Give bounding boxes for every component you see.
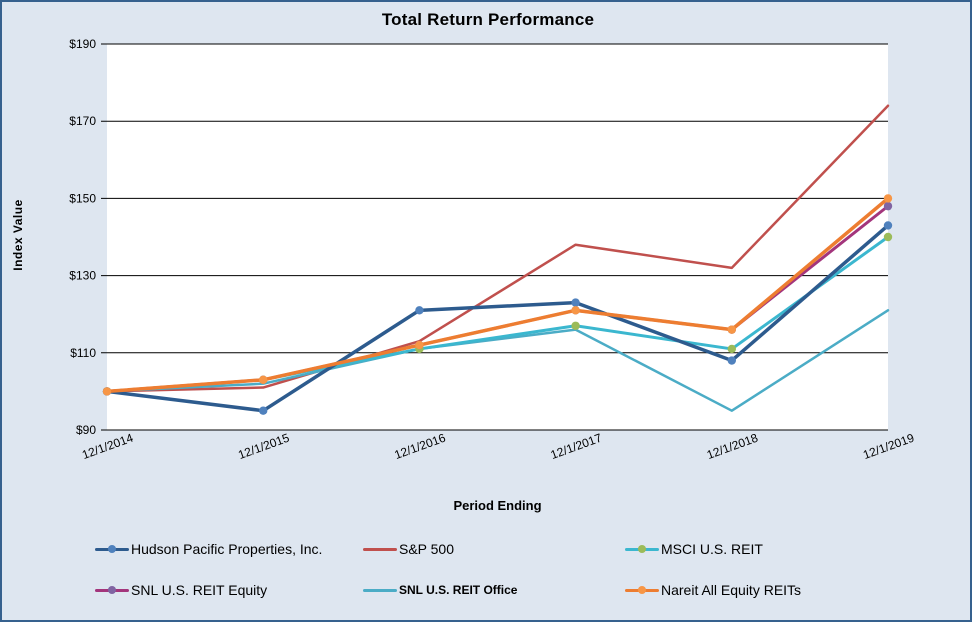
legend: Hudson Pacific Properties, Inc. S&P 500 MS… [95, 538, 881, 601]
y-tick-label: $170 [69, 114, 96, 128]
legend-label-snl-u-s-reit-equity: SNL U.S. REIT Equity [131, 582, 268, 598]
legend-swatch-s-p-500 [363, 544, 397, 554]
series-marker-nareit-all-equity-reits [415, 340, 424, 350]
y-tick-label: $190 [69, 37, 96, 51]
legend-item-snl-u-s-reit-office: SNL U.S. REIT Office [363, 579, 625, 601]
legend-marker-icon [638, 545, 646, 553]
legend-label-s-p-500: S&P 500 [399, 541, 455, 557]
series-line-nareit-all-equity-reits [105, 196, 890, 394]
series-marker-snl-u-s-reit-equity [883, 201, 893, 211]
series-marker-nareit-all-equity-reits [883, 194, 893, 203]
x-tick-label: 12/1/2018 [705, 431, 760, 463]
x-tick-label: 12/1/2017 [549, 431, 604, 463]
legend-item-msci-u-s-reit: MSCI U.S. REIT [625, 538, 881, 560]
legend-label-msci-u-s-reit: MSCI U.S. REIT [661, 541, 763, 557]
series-line-s-p-500 [105, 104, 890, 393]
plot-background [107, 44, 888, 430]
legend-swatch-snl-u-s-reit-office [363, 585, 397, 595]
series-marker-msci-u-s-reit [883, 232, 893, 242]
series-marker-hudson-pacific-properties-inc [571, 298, 580, 307]
legend-swatch-msci-u-s-reit [625, 544, 659, 554]
series-marker-nareit-all-equity-reits [571, 306, 580, 315]
legend-marker-icon [108, 545, 116, 553]
series-marker-msci-u-s-reit [571, 321, 580, 330]
legend-line-icon [363, 588, 397, 592]
chart-title: Total Return Performance [381, 10, 595, 29]
series-marker-hudson-pacific-properties-inc [259, 406, 268, 415]
y-tick-label: $130 [69, 269, 96, 283]
x-tick-label: 12/1/2019 [861, 431, 916, 463]
legend-marker-icon [638, 586, 646, 594]
y-tick-label: $110 [70, 346, 96, 360]
series-marker-nareit-all-equity-reits [102, 387, 112, 396]
legend-marker-icon [108, 586, 116, 594]
x-axis-title: Period Ending [453, 498, 542, 513]
legend-swatch-hudson-pacific-properties-inc [95, 544, 129, 554]
legend-label-snl-u-s-reit-office: SNL U.S. REIT Office [399, 583, 518, 597]
series-marker-hudson-pacific-properties-inc [415, 306, 424, 315]
x-tick-label: 12/1/2016 [392, 431, 447, 463]
legend-swatch-nareit-all-equity-reits [625, 585, 659, 595]
series-marker-msci-u-s-reit [727, 344, 736, 354]
legend-label-hudson-pacific-properties-inc: Hudson Pacific Properties, Inc. [131, 541, 323, 557]
series-line-hudson-pacific-properties-inc [105, 223, 890, 413]
series-marker-hudson-pacific-properties-inc [727, 356, 736, 365]
series-marker-nareit-all-equity-reits [727, 325, 736, 334]
legend-swatch-snl-u-s-reit-equity [95, 585, 129, 595]
x-tick-label: 12/1/2015 [236, 431, 291, 463]
y-tick-label: $90 [76, 423, 96, 437]
y-tick-label: $150 [69, 191, 96, 205]
legend-item-hudson-pacific-properties-inc: Hudson Pacific Properties, Inc. [95, 538, 363, 560]
series-marker-nareit-all-equity-reits [259, 375, 268, 385]
legend-label-nareit-all-equity-reits: Nareit All Equity REITs [661, 582, 802, 598]
legend-item-snl-u-s-reit-equity: SNL U.S. REIT Equity [95, 579, 363, 601]
legend-line-icon [363, 547, 397, 551]
legend-item-nareit-all-equity-reits: Nareit All Equity REITs [625, 579, 881, 601]
legend-item-s-p-500: S&P 500 [363, 538, 625, 560]
series-line-snl-u-s-reit-office [105, 309, 890, 412]
series-marker-hudson-pacific-properties-inc [883, 221, 893, 230]
